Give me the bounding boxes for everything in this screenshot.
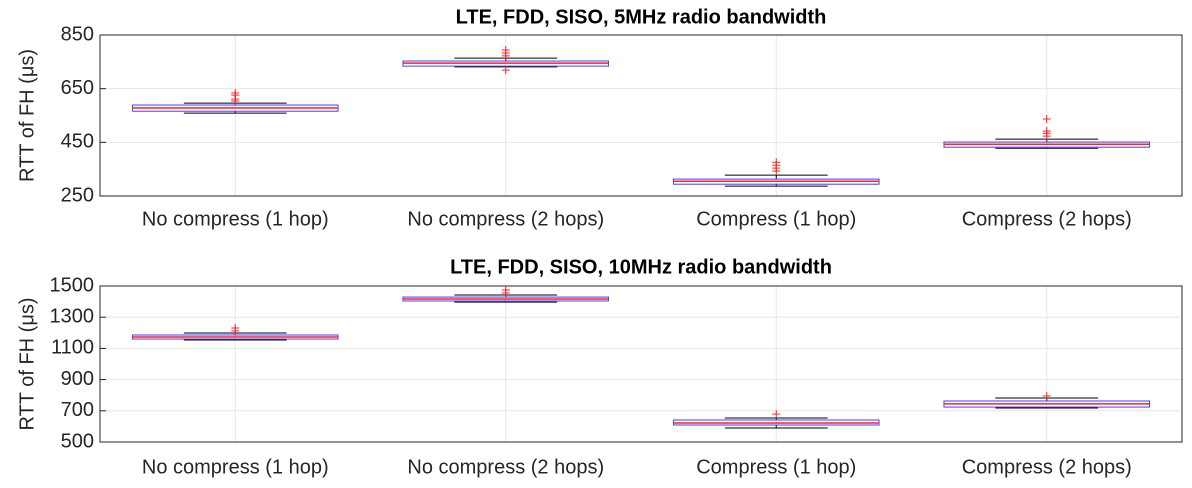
y-tick-label: 1300 [50, 305, 95, 327]
y-tick-label: 700 [61, 399, 94, 421]
y-tick-label: 450 [61, 131, 94, 153]
x-tick-label: No compress (1 hop) [142, 456, 329, 478]
outlier [501, 286, 510, 295]
x-tick-label: Compress (1 hop) [696, 208, 856, 230]
chart-title: LTE, FDD, SISO, 10MHz radio bandwidth [450, 256, 832, 278]
y-tick-label: 1100 [51, 337, 94, 359]
plot-area [100, 35, 1182, 196]
y-axis-label: RTT of FH (μs) [16, 297, 38, 430]
x-tick-label: Compress (2 hops) [962, 208, 1132, 230]
plot-area [100, 286, 1182, 442]
outlier [231, 88, 240, 97]
axes-frame [99, 34, 1183, 197]
outlier [501, 46, 510, 55]
outlier [501, 66, 510, 75]
y-tick-label: 650 [61, 77, 94, 99]
outlier [1042, 127, 1051, 136]
chart-title: LTE, FDD, SISO, 5MHz radio bandwidth [456, 6, 827, 28]
x-tick-label: Compress (1 hop) [696, 456, 856, 478]
outlier [1042, 114, 1051, 123]
outlier [1042, 391, 1051, 400]
x-tick-label: No compress (2 hops) [407, 456, 604, 478]
y-tick-label: 900 [61, 368, 94, 390]
y-tick-label: 500 [61, 430, 94, 452]
y-tick-label: 250 [61, 184, 94, 206]
outlier [772, 410, 781, 419]
x-tick-label: No compress (2 hops) [407, 208, 604, 230]
outlier [231, 323, 240, 332]
y-axis-label: RTT of FH (μs) [16, 49, 38, 182]
outlier [772, 158, 781, 167]
x-tick-label: No compress (1 hop) [142, 208, 329, 230]
y-tick-label: 1500 [50, 274, 95, 296]
y-tick-label: 850 [61, 23, 94, 45]
axes-frame [99, 285, 1183, 443]
x-tick-label: Compress (2 hops) [962, 456, 1132, 478]
